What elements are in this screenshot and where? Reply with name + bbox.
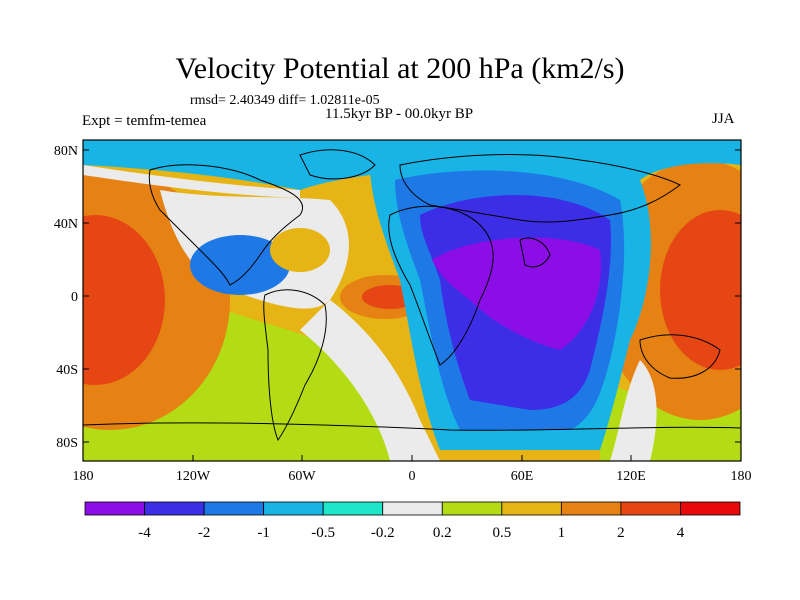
colorbar-label: -0.2 [371,525,395,541]
lon-label: 180 [731,469,752,484]
fill-red-west [83,215,165,385]
lon-labels: 180 120W 60W 0 60E 120E 180 [73,469,752,484]
colorbar-labels: -4 -2 -1 -0.5 -0.2 0.2 0.5 1 2 4 [138,525,684,541]
lon-label: 60E [511,469,534,484]
lat-label: 40S [56,363,78,378]
colorbar-label: 1 [558,525,566,541]
colorbar-swatch [680,501,741,516]
colorbar-swatch [203,501,265,516]
colorbar-label: 4 [677,525,685,541]
colorbar-swatch [620,501,681,516]
contour-fill-layer [83,140,741,461]
fill-grey-atlantic [300,300,440,461]
stats-text: rmsd= 2.40349 diff= 1.02811e-05 [190,93,380,108]
fill-red-east [660,210,741,370]
fill-yellow-gulf [270,228,330,272]
colorbar-label: -2 [198,525,211,541]
colorbar-swatch [560,501,622,516]
colorbar-swatch [263,501,324,516]
fill-blue-caribbean [190,235,290,295]
colorbar-label: 2 [617,525,625,541]
lat-label: 40N [54,217,78,232]
fill-grey-sindian [610,360,657,461]
lon-label: 120E [616,469,646,484]
lon-label: 60W [288,469,316,484]
colorbar-label: -4 [138,525,151,541]
lat-labels: 80N 40N 0 40S 80S [54,144,78,451]
lon-tick-marks [82,455,742,461]
colorbar-swatch [382,501,443,516]
colorbar-label: 0.2 [433,525,452,541]
fill-grey-north [83,165,300,198]
lat-label: 80S [56,436,78,451]
lon-label: 0 [409,469,416,484]
lon-label: 120W [176,469,211,484]
colorbar-label: 0.5 [492,525,511,541]
colorbar-swatch [501,501,562,516]
colorbar-swatch [322,501,384,516]
colorbar-swatch [84,501,145,516]
lat-label: 80N [54,144,78,159]
page-title: Velocity Potential at 200 hPa (km2/s) [175,52,625,85]
colorbar-swatch [144,501,205,516]
lon-label: 180 [73,469,94,484]
experiment-label: Expt = temfm-temea [82,113,207,129]
fill-purple-core [432,237,601,350]
fill-green-south [83,300,420,461]
coastlines [83,149,741,442]
period-text: 11.5kyr BP - 00.0kyr BP [325,106,474,122]
colorbar-label: -0.5 [311,525,335,541]
colorbar-label: -1 [257,525,270,541]
lat-tick-marks [83,149,741,443]
season-label: JJA [712,111,735,127]
colorbar-swatch [441,501,503,516]
lat-label: 0 [71,290,78,305]
colorbar [84,501,741,516]
